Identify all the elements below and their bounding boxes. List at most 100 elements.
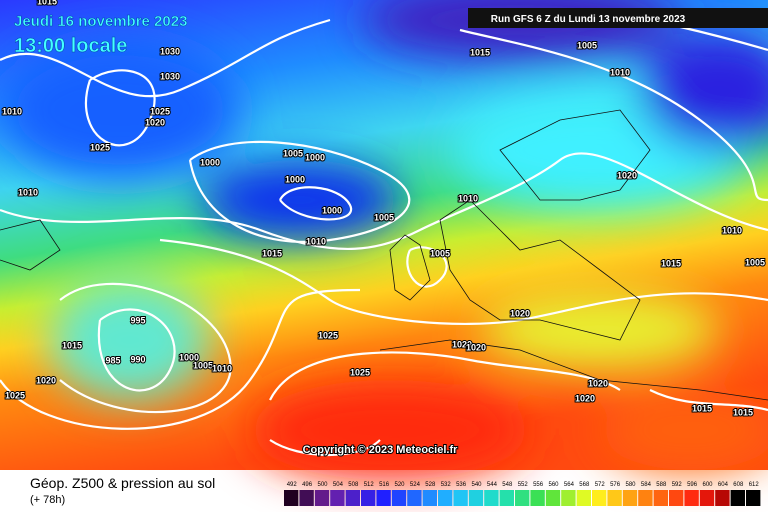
isobar-label: 1010 [610, 67, 630, 77]
colorbar-label: 516 [379, 482, 390, 488]
isobar-label: 1010 [722, 225, 742, 235]
colorbar-label: 560 [548, 482, 559, 488]
isobar-label: 995 [130, 315, 145, 325]
isobar-label: 1020 [617, 170, 637, 180]
isobar-label: 1020 [588, 378, 608, 388]
colorbar-swatch [561, 490, 576, 506]
colorbar-label: 536 [456, 482, 467, 488]
isobar-label: 1010 [458, 193, 478, 203]
colorbar-label: 584 [641, 482, 652, 488]
colorbar-label: 548 [502, 482, 513, 488]
colorbar-swatch [468, 490, 484, 506]
colorbar-label: 556 [533, 482, 544, 488]
isobar-label: 1020 [452, 339, 472, 349]
colorbar-swatch [299, 490, 314, 506]
isobar-label: 1005 [283, 148, 303, 158]
copyright: Copyright © 2023 Meteociel.fr [303, 444, 459, 456]
isobar-label: 1000 [322, 205, 342, 215]
colorbar-label: 604 [718, 482, 729, 488]
colorbar-swatch [314, 490, 330, 506]
isobar-label: 990 [130, 354, 145, 364]
colorbar-label: 576 [610, 482, 621, 488]
isobar-label: 1005 [430, 248, 450, 258]
map [0, 0, 768, 480]
colorbar-swatch [592, 490, 607, 506]
colorbar-label: 492 [287, 482, 298, 488]
colorbar-label: 520 [394, 482, 405, 488]
isobar-labels: 1015103010301025102010251010101010001005… [1, 0, 766, 418]
colorbar-swatch [484, 490, 499, 506]
colorbar-swatch [545, 490, 561, 506]
colorbar-swatch [284, 490, 299, 506]
colorbar-swatch [638, 490, 653, 506]
isobar-label: 1005 [193, 360, 213, 370]
isobar-label: 1015 [733, 407, 753, 417]
colorbar-label: 528 [425, 482, 436, 488]
isobar-label: 1015 [262, 248, 282, 258]
isobar-label: 1005 [577, 40, 597, 50]
isobar-label: 985 [105, 355, 120, 365]
colorbar-swatch [499, 490, 514, 506]
colorbar-swatch [376, 490, 391, 506]
colorbar-swatch [361, 490, 376, 506]
colorbar-swatch [422, 490, 437, 506]
colorbar-label: 544 [487, 482, 498, 488]
colorbar-swatch [330, 490, 345, 506]
colorbar-label: 508 [348, 482, 359, 488]
colorbar-swatch [438, 490, 453, 506]
isobar-label: 1015 [661, 258, 681, 268]
isobar-label: 1020 [510, 308, 530, 318]
isobar-label: 1010 [18, 187, 38, 197]
colorbar-label: 500 [317, 482, 328, 488]
colorbar-label: 540 [471, 482, 482, 488]
isobar-label: 1020 [466, 342, 486, 352]
isobar-label: 1010 [212, 363, 232, 373]
footer-subtitle: (+ 78h) [30, 494, 65, 506]
isobar-label: 1005 [745, 257, 765, 267]
colorbar: 492 496 500 504 508 512 516 520 524 528 532 536 540 5… [284, 482, 761, 506]
colorbar-label: 612 [749, 482, 760, 488]
isobar-label: 1025 [90, 142, 110, 152]
colorbar-swatch [699, 490, 715, 506]
isobar-label: 1000 [305, 152, 325, 162]
isobar-label: 1000 [200, 157, 220, 167]
colorbar-label: 564 [564, 482, 575, 488]
colorbar-label: 568 [579, 482, 590, 488]
isobar-label: 1025 [150, 106, 170, 116]
date-title: Jeudi 16 novembre 2023 [14, 13, 187, 30]
isobar-label: 1015 [470, 47, 490, 57]
isobar-label: 1005 [374, 212, 394, 222]
colorbar-label: 596 [687, 482, 698, 488]
colorbar-swatch [515, 490, 530, 506]
colorbar-label: 532 [441, 482, 452, 488]
colorbar-swatch [653, 490, 668, 506]
isobar-label: 1030 [160, 71, 180, 81]
isobar-label: 1015 [37, 0, 57, 6]
isobar-label: 1020 [145, 117, 165, 127]
colorbar-label: 504 [333, 482, 344, 488]
colorbar-swatch [669, 490, 684, 506]
isobar-label: 1010 [306, 236, 326, 246]
colorbar-label: 552 [518, 482, 529, 488]
colorbar-swatch [576, 490, 591, 506]
isobar-label: 1025 [350, 367, 370, 377]
colorbar-swatch [715, 490, 730, 506]
colorbar-label: 572 [595, 482, 606, 488]
colorbar-swatch [391, 490, 407, 506]
isobar-label: 1020 [36, 375, 56, 385]
isobar-label: 1015 [62, 340, 82, 350]
colorbar-label: 588 [656, 482, 667, 488]
run-banner [468, 8, 768, 28]
isobar-label: 1000 [179, 352, 199, 362]
isobar-label: 1030 [160, 46, 180, 56]
isobar-label: 1025 [5, 390, 25, 400]
isobar-label: 1000 [285, 174, 305, 184]
colorbar-swatch [607, 490, 622, 506]
colorbar-swatch [730, 490, 745, 506]
colorbar-swatch [622, 490, 638, 506]
colorbar-label: 496 [302, 482, 313, 488]
colorbar-swatch [453, 490, 468, 506]
isobar-label: 1025 [318, 330, 338, 340]
colorbar-swatch [530, 490, 545, 506]
